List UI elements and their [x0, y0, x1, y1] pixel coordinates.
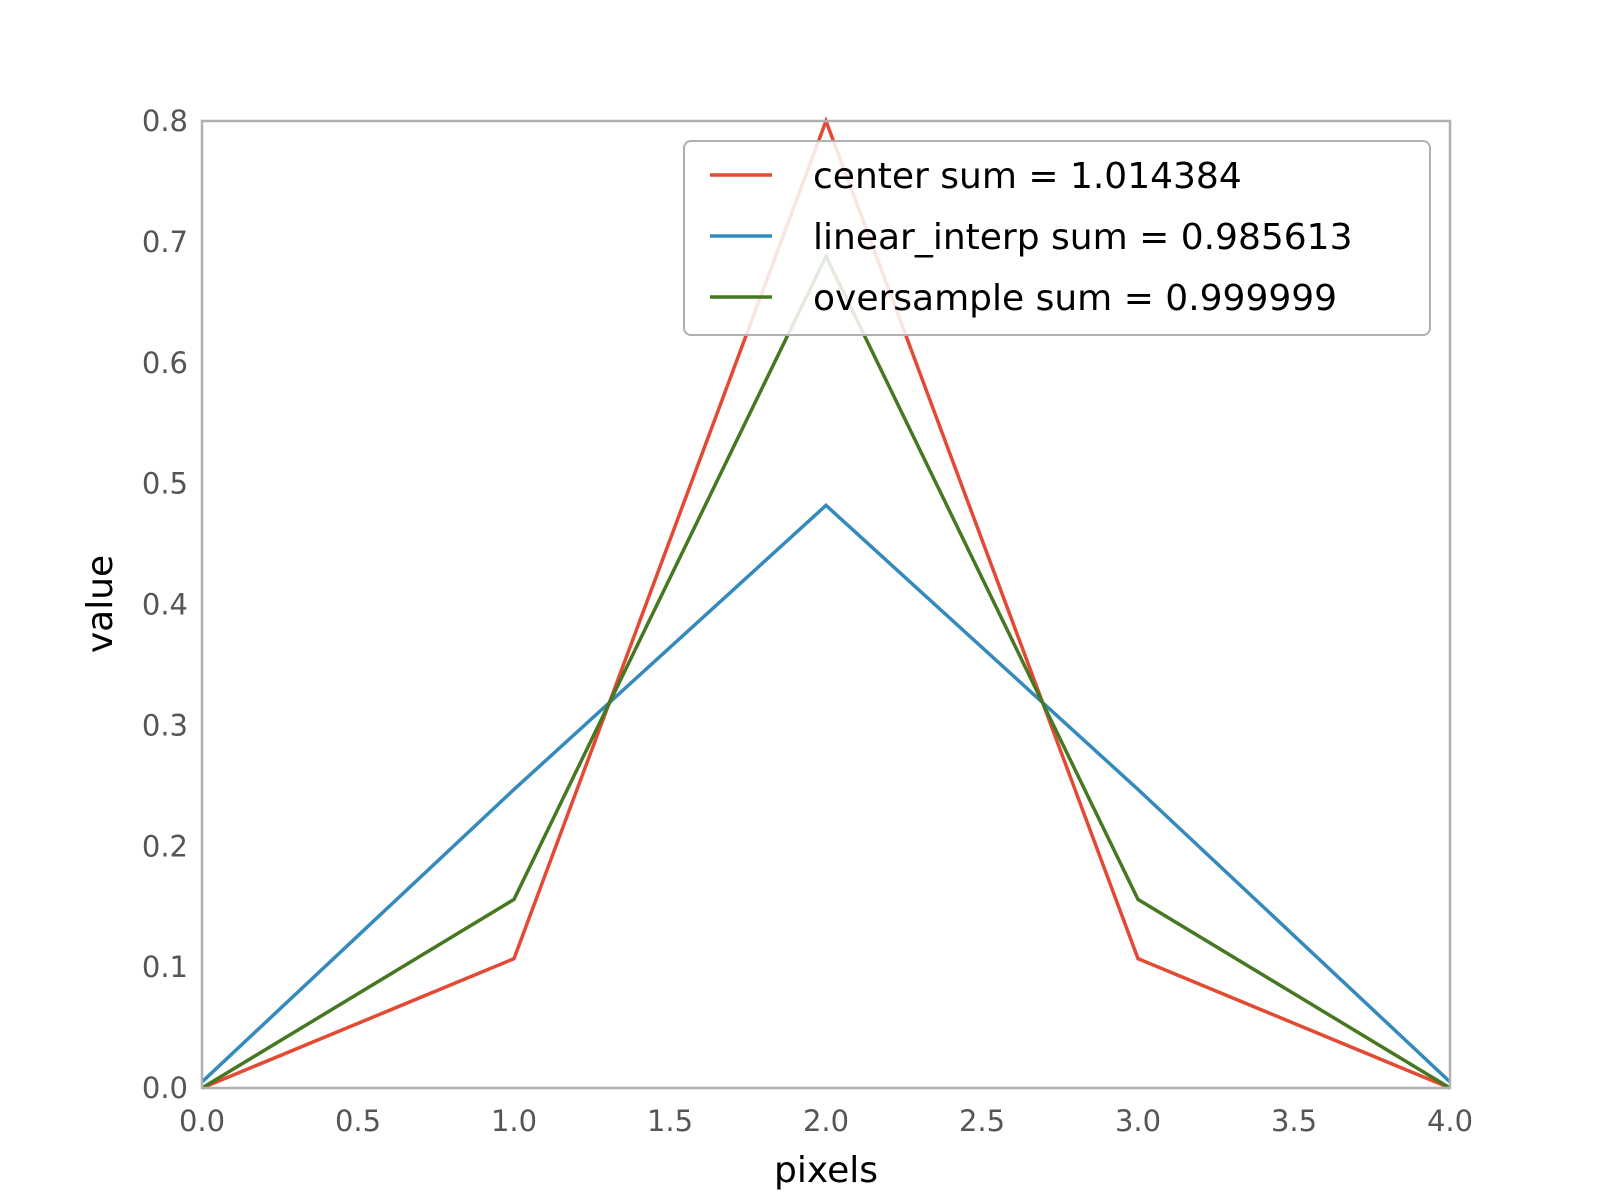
y-axis-label: value	[80, 555, 121, 653]
x-tick-label: 1.5	[647, 1104, 693, 1138]
x-tick-label: 2.0	[803, 1104, 849, 1138]
x-tick-label: 0.0	[179, 1104, 225, 1138]
y-tick-label: 0.7	[142, 225, 188, 259]
x-tick-label: 3.5	[1271, 1104, 1317, 1138]
y-tick-label: 0.3	[142, 708, 188, 742]
y-tick-label: 0.0	[142, 1071, 188, 1105]
legend-box	[683, 140, 1431, 336]
y-tick-label: 0.4	[142, 588, 188, 622]
x-tick-label: 1.0	[491, 1104, 537, 1138]
y-tick-label: 0.8	[142, 104, 188, 138]
y-tick-label: 0.5	[142, 467, 188, 501]
x-tick-label: 0.5	[335, 1104, 381, 1138]
x-axis-label: pixels	[774, 1150, 878, 1191]
legend: center sum = 1.014384 linear_interp sum =…	[683, 140, 1431, 336]
y-tick-label: 0.2	[142, 829, 188, 863]
x-tick-label: 2.5	[959, 1104, 1005, 1138]
legend-label: oversample sum = 0.999999	[813, 278, 1337, 319]
x-tick-label: 4.0	[1427, 1104, 1473, 1138]
y-tick-label: 0.6	[142, 346, 188, 380]
y-tick-label: 0.1	[142, 950, 188, 984]
legend-label: center sum = 1.014384	[813, 156, 1242, 197]
legend-label: linear_interp sum = 0.985613	[813, 217, 1352, 258]
plot-frame	[200, 119, 1452, 1090]
series-line	[200, 503, 1452, 1084]
x-axis-ticks: 0.0 0.5 1.0 1.5 2.0 2.5 3.0 3.5 4.0	[179, 1104, 1473, 1138]
x-tick-label: 3.0	[1115, 1104, 1161, 1138]
y-axis-ticks: 0.0 0.1 0.2 0.3 0.4 0.5 0.6 0.7 0.8	[142, 104, 188, 1105]
